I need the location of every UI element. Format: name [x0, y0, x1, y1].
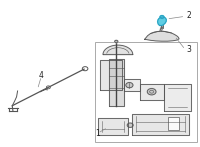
Text: 3: 3 — [186, 45, 191, 54]
Circle shape — [115, 40, 118, 43]
Circle shape — [126, 82, 133, 88]
Bar — [95, 42, 197, 142]
Text: 1: 1 — [95, 129, 100, 138]
Polygon shape — [158, 17, 166, 25]
Polygon shape — [145, 31, 179, 41]
Circle shape — [127, 123, 133, 127]
Polygon shape — [160, 28, 162, 31]
Circle shape — [160, 16, 164, 19]
Polygon shape — [124, 79, 140, 91]
Bar — [168, 117, 179, 130]
Polygon shape — [164, 84, 191, 111]
Polygon shape — [140, 84, 164, 100]
Circle shape — [147, 88, 156, 95]
Polygon shape — [103, 45, 133, 55]
Polygon shape — [132, 113, 189, 135]
Polygon shape — [98, 118, 128, 135]
Polygon shape — [100, 60, 122, 90]
Text: 2: 2 — [186, 11, 191, 20]
Polygon shape — [109, 59, 124, 106]
Text: 4: 4 — [39, 71, 44, 80]
